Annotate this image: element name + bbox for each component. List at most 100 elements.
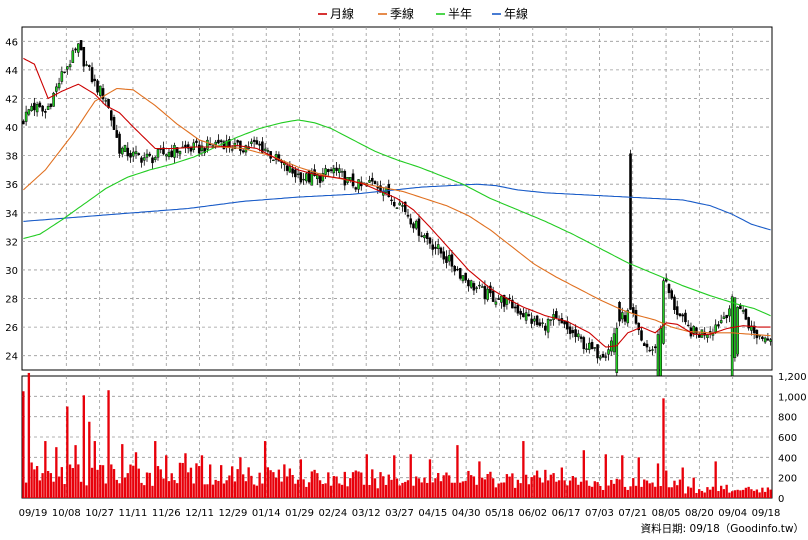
- candle-body: [104, 100, 108, 102]
- candle-body: [390, 199, 393, 201]
- volume-bar: [406, 480, 410, 498]
- volume-bar: [368, 484, 371, 498]
- volume-bar: [656, 463, 660, 498]
- candle-body: [167, 151, 171, 158]
- volume-bar: [41, 473, 44, 498]
- candle-body: [93, 78, 97, 81]
- volume-bar: [491, 478, 495, 498]
- candle-body: [511, 299, 514, 309]
- candle-body: [442, 251, 445, 260]
- volume-bar: [582, 450, 585, 498]
- candle-body: [472, 283, 476, 291]
- moving-average-lines: [23, 57, 771, 348]
- volume-bar: [316, 473, 319, 498]
- candle-body: [373, 181, 377, 185]
- candle-body: [736, 306, 739, 355]
- candle-body: [467, 279, 470, 287]
- candle-body: [112, 116, 116, 130]
- candle-body: [60, 71, 64, 82]
- candle-body: [552, 314, 555, 320]
- candle-body: [197, 144, 201, 154]
- price-tick-label: 36: [5, 180, 18, 191]
- volume-bar: [574, 477, 577, 498]
- candle-body: [719, 320, 723, 324]
- candle-body: [414, 220, 418, 229]
- volume-bar: [33, 469, 36, 498]
- volume-bar: [607, 485, 610, 498]
- volume-bar: [82, 395, 85, 498]
- volume-bar: [769, 489, 772, 498]
- candle-body: [623, 315, 627, 322]
- candle-body: [599, 356, 602, 359]
- candle-body: [307, 169, 311, 183]
- candle-body: [46, 106, 50, 110]
- candle-body: [739, 305, 742, 310]
- volume-bar: [123, 477, 127, 498]
- candle-body: [82, 46, 86, 67]
- volume-tick-label: 200: [778, 474, 797, 485]
- candle-body: [324, 168, 327, 175]
- legend-label: 月線: [330, 6, 354, 21]
- candle-body: [596, 344, 599, 359]
- volume-bar: [535, 470, 539, 498]
- volume-bar: [596, 482, 599, 498]
- volume-bar: [335, 476, 338, 498]
- candle-body: [491, 290, 495, 302]
- candle-body: [604, 356, 608, 358]
- candle-body: [642, 343, 646, 346]
- price-tick-label: 28: [5, 295, 18, 306]
- volume-bar: [651, 482, 654, 498]
- volume-bar: [110, 464, 113, 498]
- volume-bar: [741, 489, 745, 498]
- candle-body: [741, 310, 745, 312]
- candle-body: [27, 109, 31, 115]
- volume-bar: [752, 490, 756, 498]
- volume-bar: [676, 485, 679, 498]
- candle-body: [478, 284, 481, 287]
- candle-body: [631, 307, 635, 314]
- candle-body: [634, 309, 638, 324]
- volume-tick-label: 1,200: [778, 372, 807, 383]
- candle-body: [170, 150, 174, 158]
- volume-bar: [524, 474, 528, 498]
- volume-bar: [27, 372, 31, 498]
- volume-bar: [247, 467, 250, 498]
- volume-bar: [134, 452, 138, 498]
- candle-body: [620, 312, 624, 320]
- candle-body: [164, 154, 168, 157]
- volume-bar: [423, 477, 426, 498]
- volume-bar: [321, 484, 324, 498]
- candle-body: [263, 148, 267, 151]
- candle-body: [126, 147, 130, 157]
- candle-body: [541, 322, 544, 324]
- volume-bar: [74, 445, 77, 498]
- volume-bar: [376, 488, 379, 498]
- volume-bar: [404, 481, 407, 498]
- volume-bar: [178, 462, 182, 498]
- x-tick-label: 01/29: [285, 508, 314, 519]
- volume-bar: [181, 462, 184, 498]
- volume-bar: [365, 454, 368, 498]
- volume-bar: [211, 484, 215, 498]
- volume-bar: [241, 474, 245, 498]
- volume-bar: [401, 482, 404, 498]
- candle-body: [203, 148, 206, 154]
- candle-body: [49, 103, 53, 107]
- volume-y-axis: 0 200 400 600 800 1,000 1,200: [778, 372, 807, 505]
- volume-bar: [706, 487, 709, 498]
- volume-bar: [497, 483, 500, 498]
- candle-body: [714, 324, 717, 333]
- candle-body: [566, 321, 569, 330]
- candle-body: [626, 310, 630, 324]
- candle-body: [288, 166, 292, 173]
- candle-body: [217, 139, 220, 144]
- volume-bar: [480, 477, 484, 498]
- volume-bar: [217, 480, 220, 498]
- candle-body: [219, 140, 223, 143]
- price-tick-label: 38: [5, 152, 18, 163]
- volume-bar: [44, 441, 47, 498]
- candle-body: [332, 167, 336, 174]
- candle-body: [206, 139, 209, 150]
- volume-bar: [456, 445, 459, 498]
- volume-bar: [450, 482, 454, 498]
